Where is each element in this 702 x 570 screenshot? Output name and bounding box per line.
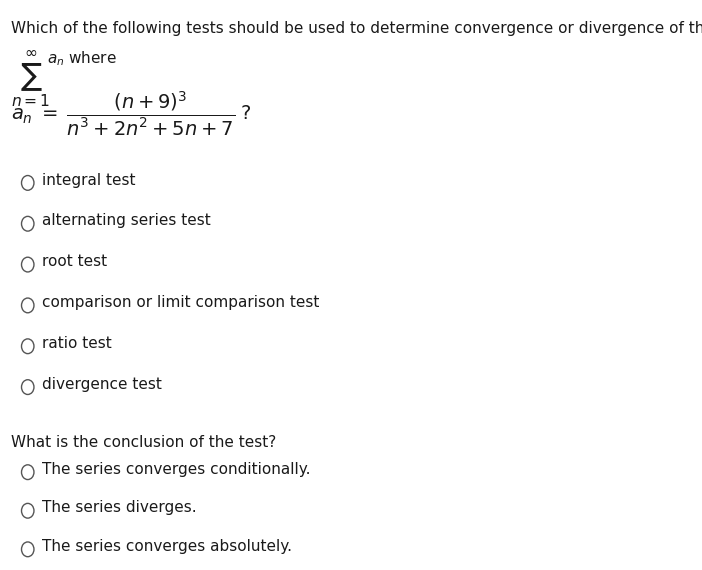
Text: comparison or limit comparison test: comparison or limit comparison test	[42, 295, 319, 310]
Text: What is the conclusion of the test?: What is the conclusion of the test?	[11, 435, 276, 450]
Text: $a_n \;=\; \dfrac{(n+9)^3}{n^3 + 2n^2 + 5n + 7}$$\;?$: $a_n \;=\; \dfrac{(n+9)^3}{n^3 + 2n^2 + …	[11, 89, 252, 138]
Text: ratio test: ratio test	[42, 336, 112, 351]
Text: Which of the following tests should be used to determine convergence or divergen: Which of the following tests should be u…	[11, 21, 702, 36]
Text: The series diverges.: The series diverges.	[42, 500, 197, 515]
Text: alternating series test: alternating series test	[42, 213, 211, 229]
Text: $\sum_{n=1}^{\infty}$: $\sum_{n=1}^{\infty}$	[11, 50, 51, 109]
Text: The series converges absolutely.: The series converges absolutely.	[42, 539, 292, 554]
Text: integral test: integral test	[42, 173, 135, 188]
Text: divergence test: divergence test	[42, 377, 162, 392]
Text: $a_n$ where: $a_n$ where	[47, 50, 117, 68]
Text: The series converges conditionally.: The series converges conditionally.	[42, 462, 310, 477]
Text: root test: root test	[42, 254, 107, 269]
